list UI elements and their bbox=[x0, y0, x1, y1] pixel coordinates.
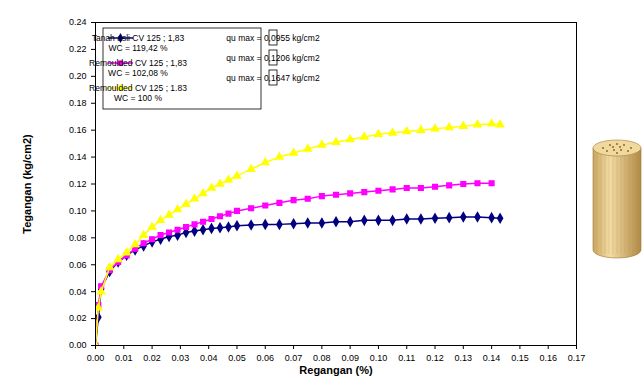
svg-text:0.16: 0.16 bbox=[539, 353, 557, 363]
svg-text:Regangan (%): Regangan (%) bbox=[299, 364, 373, 376]
svg-text:0.08: 0.08 bbox=[313, 353, 331, 363]
svg-text:0.11: 0.11 bbox=[398, 353, 415, 363]
svg-text:qu max = 0,1647 kg/cm2: qu max = 0,1647 kg/cm2 bbox=[226, 73, 320, 83]
svg-text:0.18: 0.18 bbox=[69, 98, 87, 108]
svg-text:0.09: 0.09 bbox=[341, 353, 359, 363]
svg-text:Tanah asli CV 125 ; 1,83WC = 1: Tanah asli CV 125 ; 1,83WC = 119,42 % bbox=[92, 33, 185, 53]
svg-text:Tegangan (kg/cm2): Tegangan (kg/cm2) bbox=[21, 134, 33, 234]
svg-text:qu max = 0,0955 kg/cm2: qu max = 0,0955 kg/cm2 bbox=[226, 33, 320, 43]
svg-text:0.05: 0.05 bbox=[228, 353, 246, 363]
svg-text:0.04: 0.04 bbox=[200, 353, 218, 363]
svg-text:0.16: 0.16 bbox=[69, 125, 87, 135]
svg-text:0.14: 0.14 bbox=[69, 152, 87, 162]
svg-text:0.06: 0.06 bbox=[256, 353, 274, 363]
svg-text:0.20: 0.20 bbox=[69, 71, 87, 81]
svg-text:0.01: 0.01 bbox=[115, 353, 133, 363]
svg-text:0.13: 0.13 bbox=[455, 353, 473, 363]
svg-text:0.22: 0.22 bbox=[69, 44, 87, 54]
svg-text:0.02: 0.02 bbox=[69, 313, 87, 323]
svg-text:0.00: 0.00 bbox=[87, 353, 105, 363]
svg-text:0.08: 0.08 bbox=[69, 233, 87, 243]
svg-text:0.12: 0.12 bbox=[426, 353, 444, 363]
svg-text:0.04: 0.04 bbox=[69, 287, 87, 297]
svg-text:Remoulded CV 125 ; 1.83WC = 10: Remoulded CV 125 ; 1.83WC = 100 % bbox=[89, 83, 187, 103]
svg-text:Remoulded CV 125 ; 1,83WC = 10: Remoulded CV 125 ; 1,83WC = 102,08 % bbox=[89, 58, 187, 78]
svg-text:0.03: 0.03 bbox=[172, 353, 190, 363]
svg-text:0.00: 0.00 bbox=[69, 340, 87, 350]
svg-text:0.06: 0.06 bbox=[69, 260, 87, 270]
svg-text:qu max = 0,1206 kg/cm2: qu max = 0,1206 kg/cm2 bbox=[226, 53, 320, 63]
svg-text:0.17: 0.17 bbox=[568, 353, 586, 363]
svg-text:0.12: 0.12 bbox=[69, 179, 87, 189]
svg-text:0.24: 0.24 bbox=[69, 17, 87, 27]
svg-text:0.14: 0.14 bbox=[483, 353, 501, 363]
svg-text:0.07: 0.07 bbox=[285, 353, 303, 363]
svg-text:0.10: 0.10 bbox=[370, 353, 388, 363]
svg-text:0.02: 0.02 bbox=[143, 353, 161, 363]
svg-text:0.10: 0.10 bbox=[69, 206, 87, 216]
svg-text:0.15: 0.15 bbox=[511, 353, 529, 363]
